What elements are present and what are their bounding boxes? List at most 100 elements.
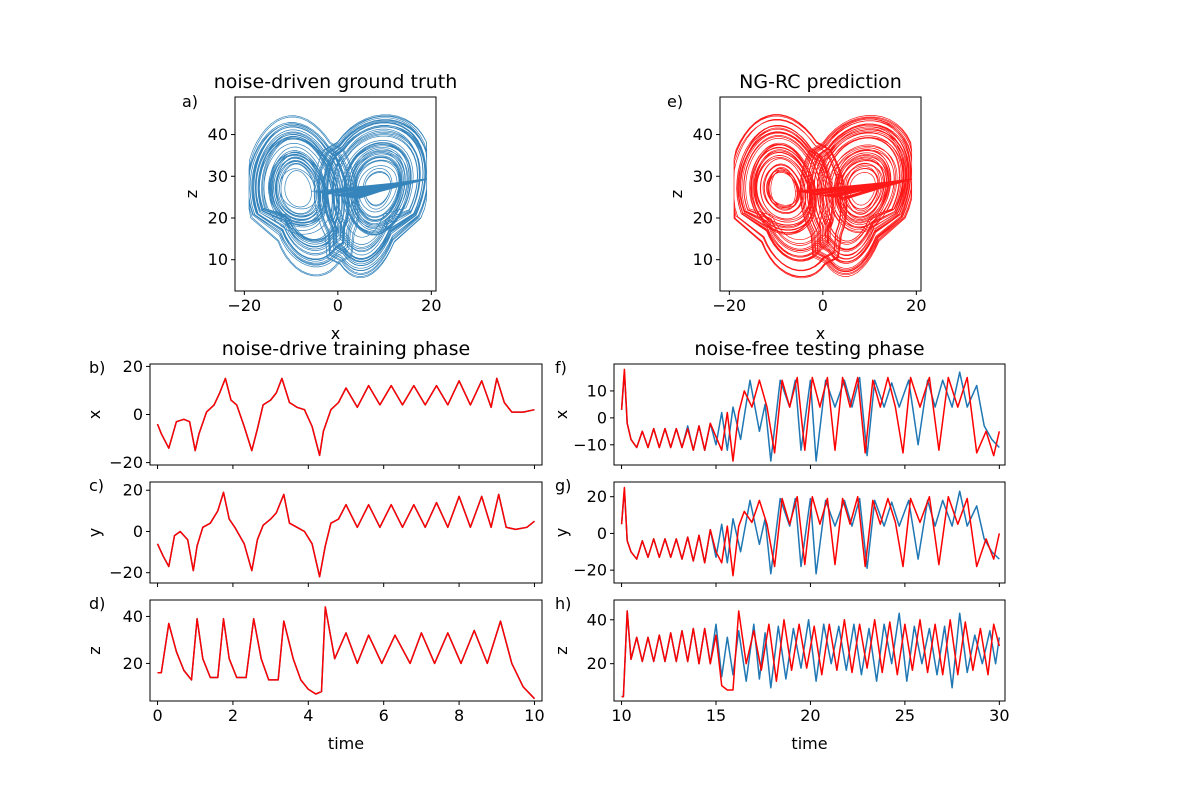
panel-label: a): [182, 92, 198, 111]
y-tick-label: 20: [123, 654, 143, 673]
x-tick-label: −20: [227, 296, 261, 315]
y-tick-label: −20: [573, 561, 607, 580]
y-tick-label: 30: [693, 167, 713, 186]
x-axis-label: time: [791, 734, 827, 753]
y-axis-label: z: [552, 646, 571, 654]
x-tick-label: 6: [379, 706, 389, 725]
y-tick-label: 40: [693, 125, 713, 144]
y-axis-label: x: [552, 410, 571, 419]
x-tick-label: 20: [421, 296, 441, 315]
panel-b: −20 0 20 noise-drive training phase x b): [85, 338, 543, 472]
y-tick-label: 0: [597, 524, 607, 543]
x-tick-label: 8: [454, 706, 464, 725]
y-tick-label: 20: [208, 208, 228, 227]
panel-f: −10 0 10 noise-free testing phase x f): [552, 338, 1006, 469]
x-tick-label: 0: [818, 296, 828, 315]
x-tick-label: 20: [800, 706, 820, 725]
y-tick-label: 40: [208, 125, 228, 144]
y-tick-label: 20: [693, 208, 713, 227]
axes-frame: [149, 599, 543, 702]
x-tick-label: 25: [895, 706, 915, 725]
x-tick-label: 15: [706, 706, 726, 725]
series-group: [733, 114, 913, 279]
y-axis-label: x: [85, 410, 104, 419]
y-tick-label: 10: [587, 381, 607, 400]
attractor-trajectory: [733, 114, 913, 279]
panel-d: 0 2 4 6 8 10 20 40 time z d): [85, 594, 545, 753]
series-group: [156, 491, 535, 578]
y-tick-label: 0: [597, 408, 607, 427]
x-tick-label: −20: [712, 296, 746, 315]
x-tick-label: 10: [611, 706, 631, 725]
y-tick-label: 10: [693, 250, 713, 269]
y-tick-label: 20: [123, 357, 143, 376]
panel-label: h): [555, 594, 571, 613]
attractor-trajectory: [248, 114, 428, 279]
prediction-line: [620, 368, 1001, 462]
series-group: [620, 486, 1001, 577]
y-tick-label: 10: [208, 250, 228, 269]
panel-e: −20 0 20 10 20 30 40 NG-RC prediction x z e): [667, 71, 927, 343]
chart-title: noise-free testing phase: [694, 338, 924, 360]
series-group: [621, 610, 1001, 698]
series-group: [248, 114, 428, 279]
axes-frame: [149, 363, 543, 466]
x-tick-label: 20: [906, 296, 926, 315]
x-axis-label: x: [331, 324, 340, 343]
panel-g: −20 0 20 y g): [552, 476, 1006, 587]
y-tick-label: 0: [133, 522, 143, 541]
y-tick-label: 20: [587, 487, 607, 506]
x-tick-label: 30: [989, 706, 1009, 725]
panel-label: b): [89, 358, 105, 377]
panel-a: −20 0 20 10 20 30 40 noise-driven ground truth x…: [182, 71, 457, 343]
ground-truth-line: [620, 488, 1000, 575]
x-axis-label: x: [816, 324, 825, 343]
x-tick-label: 0: [152, 706, 162, 725]
y-tick-label: 20: [587, 654, 607, 673]
axes-frame: [613, 363, 1006, 466]
prediction-line: [620, 486, 1001, 577]
series-group: [620, 368, 1001, 462]
y-axis-label: y: [552, 528, 571, 537]
y-tick-label: −20: [109, 563, 143, 582]
prediction-line: [156, 491, 535, 578]
axes-frame: [234, 96, 437, 292]
axes-frame: [613, 481, 1006, 584]
axes-frame: [613, 599, 1006, 702]
y-tick-label: 20: [123, 481, 143, 500]
y-axis-label: y: [85, 528, 104, 537]
panel-label: d): [89, 594, 105, 613]
prediction-line: [157, 606, 536, 700]
x-tick-label: 10: [524, 706, 544, 725]
y-axis-label: z: [85, 646, 104, 654]
y-tick-label: −20: [109, 453, 143, 472]
panel-label: c): [89, 476, 104, 495]
x-tick-label: 4: [303, 706, 313, 725]
x-axis-label: time: [328, 734, 364, 753]
panel-c: −20 0 20 y c): [85, 476, 543, 587]
y-axis-label: z: [667, 190, 686, 198]
panel-label: e): [667, 92, 683, 111]
x-tick-label: 0: [333, 296, 343, 315]
series-group: [156, 377, 535, 457]
chart-title: noise-drive training phase: [222, 338, 471, 360]
y-tick-label: 0: [133, 405, 143, 424]
panel-label: f): [555, 358, 567, 377]
y-tick-label: 30: [208, 167, 228, 186]
axes-frame: [719, 96, 922, 292]
ground-truth-line: [157, 606, 536, 700]
y-tick-label: −10: [573, 435, 607, 454]
y-axis-label: z: [182, 190, 201, 198]
panel-label: g): [555, 476, 571, 495]
axes-frame: [149, 481, 543, 584]
x-tick-label: 2: [228, 706, 238, 725]
prediction-line: [156, 377, 535, 457]
y-tick-label: 40: [587, 610, 607, 629]
chart-title: NG-RC prediction: [739, 71, 902, 93]
panel-h: 10 15 20 25 30 20 40 time z h): [552, 594, 1010, 753]
series-group: [157, 606, 536, 700]
prediction-line: [621, 610, 1001, 698]
y-tick-label: 40: [123, 607, 143, 626]
chart-title: noise-driven ground truth: [214, 71, 458, 93]
